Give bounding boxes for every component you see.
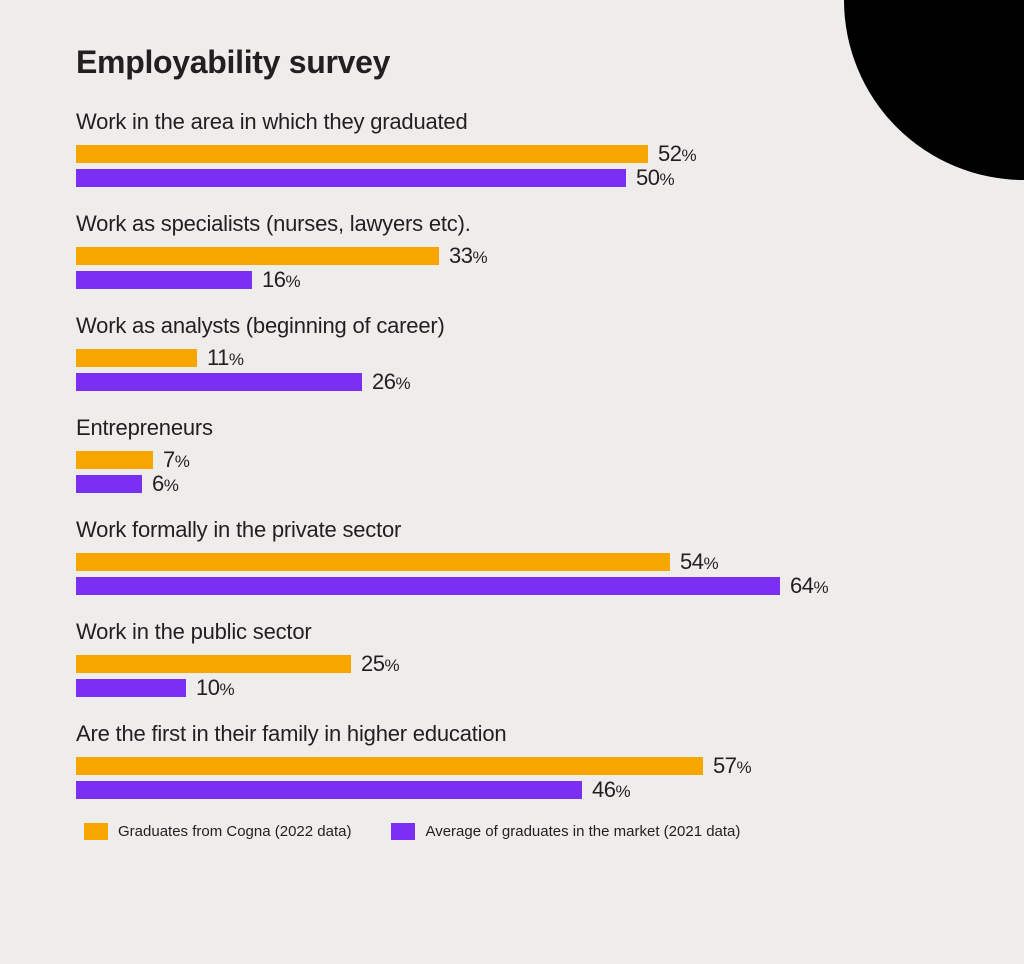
legend-label: Graduates from Cogna (2022 data)	[118, 823, 351, 840]
bar-value: 10%	[196, 675, 234, 701]
legend: Graduates from Cogna (2022 data) Average …	[84, 823, 954, 840]
bar-row: 16%	[76, 269, 954, 291]
bar-cogna	[76, 145, 648, 163]
bar-value: 33%	[449, 243, 487, 269]
bar-group: Work in the public sector25%10%	[76, 619, 954, 699]
bar-row: 10%	[76, 677, 954, 699]
bar-value-number: 10	[196, 675, 219, 700]
bar-value: 11%	[207, 345, 243, 371]
bar-row: 57%	[76, 755, 954, 777]
group-label: Work as analysts (beginning of career)	[76, 313, 954, 339]
group-label: Entrepreneurs	[76, 415, 954, 441]
bar-value: 50%	[636, 165, 674, 191]
group-label: Work as specialists (nurses, lawyers etc…	[76, 211, 954, 237]
bar-value-number: 25	[361, 651, 384, 676]
percent-sign: %	[659, 170, 674, 189]
bar-groups: Work in the area in which they graduated…	[76, 109, 954, 801]
percent-sign: %	[164, 476, 179, 495]
bar-group: Are the first in their family in higher …	[76, 721, 954, 801]
legend-swatch	[84, 823, 108, 840]
group-label: Are the first in their family in higher …	[76, 721, 954, 747]
bar-value: 54%	[680, 549, 718, 575]
bar-value-number: 6	[152, 471, 164, 496]
bar-value-number: 7	[163, 447, 175, 472]
percent-sign: %	[813, 578, 828, 597]
bar-group: Work as analysts (beginning of career) 11…	[76, 313, 954, 393]
bar-cogna	[76, 451, 153, 469]
percent-sign: %	[384, 656, 399, 675]
legend-swatch	[391, 823, 415, 840]
bar-value-number: 54	[680, 549, 703, 574]
legend-label: Average of graduates in the market (2021…	[425, 823, 740, 840]
percent-sign: %	[229, 350, 244, 369]
bar-value-number: 33	[449, 243, 472, 268]
percent-sign: %	[175, 452, 190, 471]
bar-cogna	[76, 349, 197, 367]
percent-sign: %	[395, 374, 410, 393]
bar-row: 26%	[76, 371, 954, 393]
bar-value-number: 64	[790, 573, 813, 598]
bar-market	[76, 577, 780, 595]
bar-value: 25%	[361, 651, 399, 677]
bar-cogna	[76, 553, 670, 571]
bar-market	[76, 781, 582, 799]
group-label: Work in the public sector	[76, 619, 954, 645]
bar-market	[76, 271, 252, 289]
legend-item: Graduates from Cogna (2022 data)	[84, 823, 351, 840]
group-label: Work formally in the private sector	[76, 517, 954, 543]
percent-sign: %	[219, 680, 234, 699]
chart-container: Employability survey Work in the area in…	[0, 0, 1024, 860]
bar-cogna	[76, 757, 703, 775]
bar-cogna	[76, 655, 351, 673]
bar-value: 64%	[790, 573, 828, 599]
bar-row: 33%	[76, 245, 954, 267]
bar-row: 7%	[76, 449, 954, 471]
bar-value-number: 52	[658, 141, 681, 166]
bar-value: 16%	[262, 267, 300, 293]
group-label: Work in the area in which they graduated	[76, 109, 954, 135]
bar-group: Work in the area in which they graduated…	[76, 109, 954, 189]
percent-sign: %	[681, 146, 696, 165]
bar-market	[76, 679, 186, 697]
bar-row: 52%	[76, 143, 954, 165]
bar-value: 57%	[713, 753, 751, 779]
bar-value: 7%	[163, 447, 189, 473]
bar-cogna	[76, 247, 439, 265]
percent-sign: %	[736, 758, 751, 777]
bar-group: Work formally in the private sector54%64…	[76, 517, 954, 597]
percent-sign: %	[703, 554, 718, 573]
bar-row: 64%	[76, 575, 954, 597]
bar-value: 46%	[592, 777, 630, 803]
bar-value-number: 26	[372, 369, 395, 394]
bar-group: Entrepreneurs7%6%	[76, 415, 954, 495]
bar-value-number: 50	[636, 165, 659, 190]
bar-value: 6%	[152, 471, 178, 497]
bar-market	[76, 169, 626, 187]
bar-row: 25%	[76, 653, 954, 675]
percent-sign: %	[285, 272, 300, 291]
bar-row: 11%	[76, 347, 954, 369]
bar-value: 52%	[658, 141, 696, 167]
bar-value: 26%	[372, 369, 410, 395]
bar-row: 50%	[76, 167, 954, 189]
bar-value-number: 16	[262, 267, 285, 292]
bar-market	[76, 475, 142, 493]
bar-row: 46%	[76, 779, 954, 801]
legend-item: Average of graduates in the market (2021…	[391, 823, 740, 840]
chart-title: Employability survey	[76, 44, 954, 81]
bar-value-number: 11	[207, 345, 229, 370]
bar-value-number: 57	[713, 753, 736, 778]
bar-row: 6%	[76, 473, 954, 495]
percent-sign: %	[615, 782, 630, 801]
bar-row: 54%	[76, 551, 954, 573]
bar-market	[76, 373, 362, 391]
percent-sign: %	[472, 248, 487, 267]
bar-group: Work as specialists (nurses, lawyers etc…	[76, 211, 954, 291]
bar-value-number: 46	[592, 777, 615, 802]
